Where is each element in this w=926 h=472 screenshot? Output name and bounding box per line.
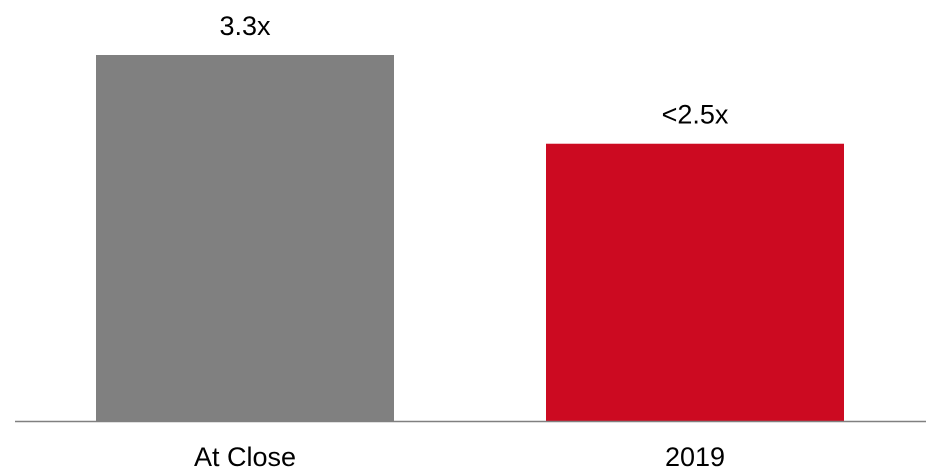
category-label-1: 2019 [665,442,725,472]
bars-layer [96,55,844,421]
data-label-0: 3.3x [219,11,271,41]
bar-0 [96,55,394,421]
data-label-1: <2.5x [662,100,729,130]
bar-1 [546,143,844,421]
category-label-0: At Close [194,442,296,472]
labels-layer: 3.3x At Close <2.5x 2019 [194,11,729,472]
